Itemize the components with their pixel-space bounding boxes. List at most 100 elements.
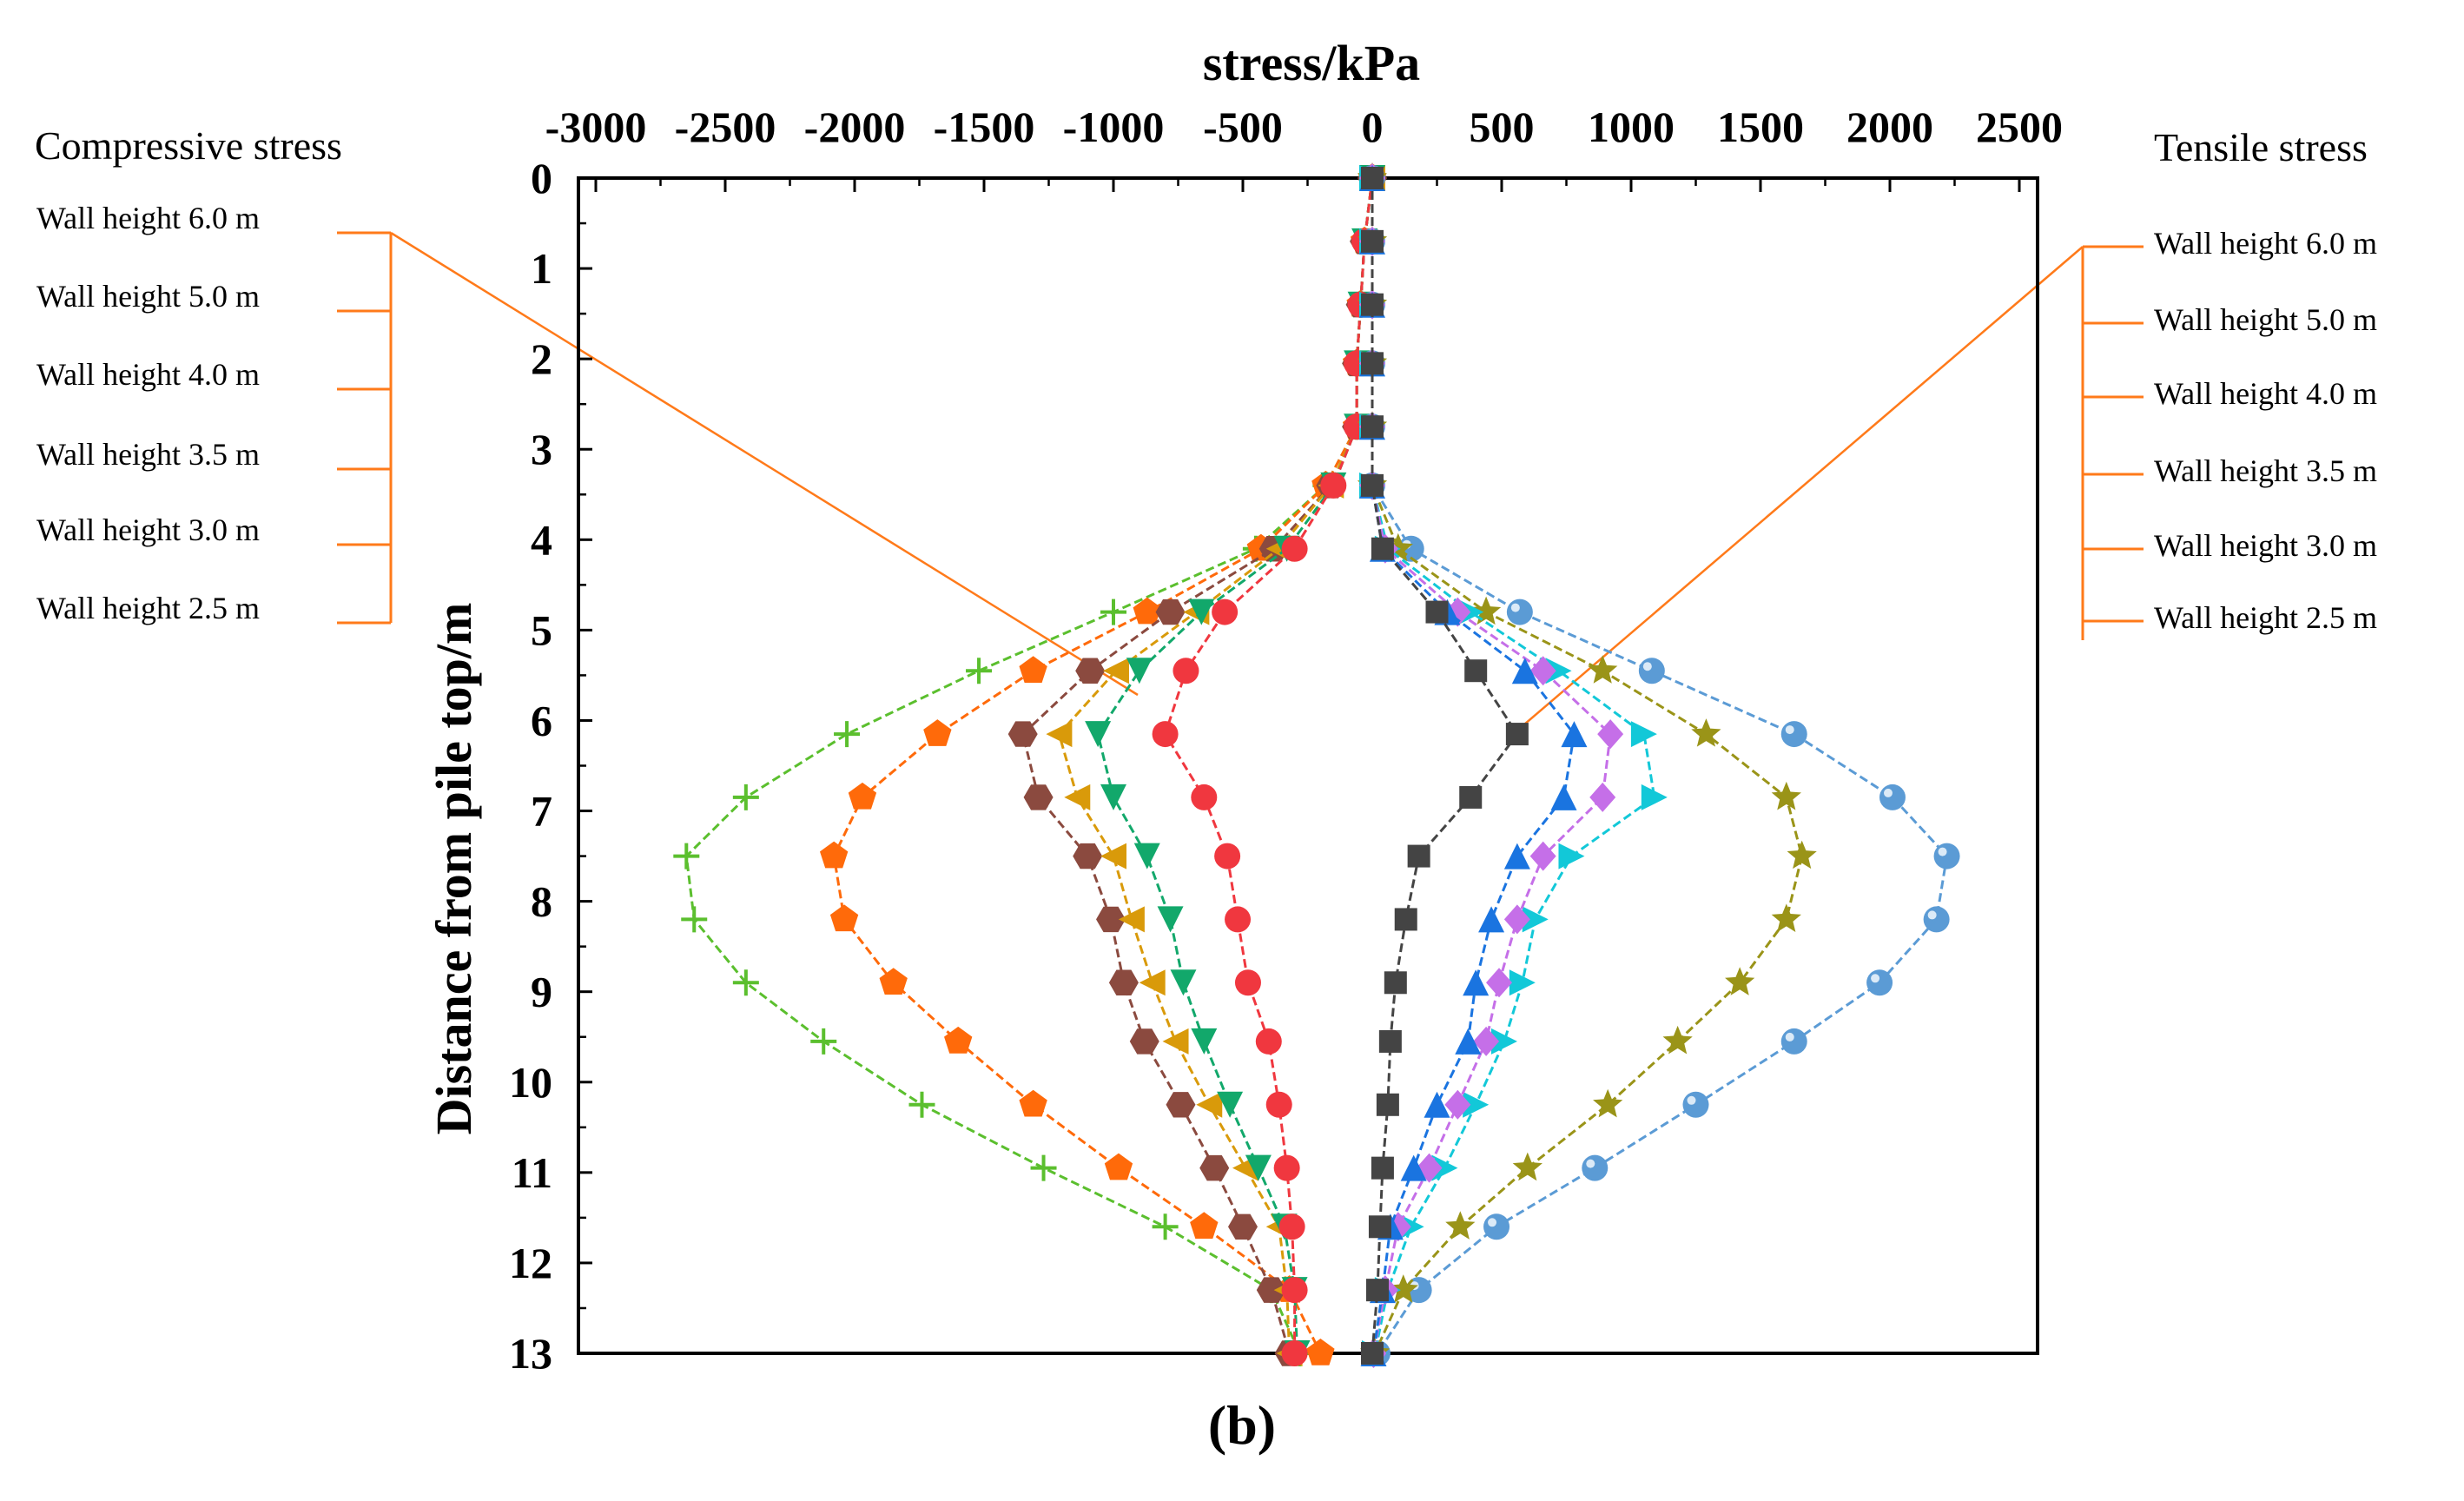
data-point — [1561, 721, 1588, 748]
data-point — [1638, 658, 1665, 684]
data-point — [1023, 784, 1054, 810]
series-line — [1096, 177, 1374, 1354]
data-point — [1155, 598, 1186, 625]
data-point — [879, 968, 908, 995]
x-tick-label: -2000 — [804, 102, 906, 151]
data-point — [1361, 293, 1384, 316]
data-point — [1368, 1215, 1391, 1239]
data-point — [1278, 1213, 1305, 1240]
data-point — [1388, 1274, 1418, 1303]
data-point — [1589, 782, 1616, 812]
data-point — [1100, 598, 1126, 625]
data-point — [1228, 1213, 1258, 1240]
data-point-highlight — [1586, 1159, 1595, 1168]
data-point — [1075, 658, 1106, 684]
x-tick-label: 1500 — [1717, 102, 1804, 151]
data-point — [1118, 906, 1145, 933]
data-point — [1593, 1088, 1623, 1118]
data-point — [1212, 598, 1239, 625]
data-point — [819, 841, 849, 869]
x-tick-label: -3000 — [545, 102, 647, 151]
data-point — [1725, 967, 1755, 995]
data-point — [1196, 1091, 1223, 1118]
series-layer — [673, 162, 1960, 1368]
data-point — [1506, 598, 1533, 625]
data-point — [1139, 969, 1166, 996]
legend-pointer — [1517, 246, 2084, 731]
data-point-highlight — [1883, 788, 1893, 797]
legend-leader-lines — [337, 231, 2144, 731]
data-point — [834, 721, 861, 748]
x-tick-label: 500 — [1470, 102, 1535, 151]
data-point — [1455, 1028, 1482, 1055]
data-point — [1780, 1028, 1807, 1055]
data-point — [1771, 903, 1801, 932]
data-point — [1096, 906, 1126, 933]
data-point — [1630, 721, 1657, 748]
data-point — [1166, 1092, 1196, 1118]
data-point — [1933, 843, 1960, 870]
compressive-series — [819, 163, 1387, 1365]
data-point — [1682, 1091, 1709, 1118]
y-tick-label: 9 — [531, 968, 552, 1016]
data-point — [1217, 1091, 1244, 1118]
data-point — [1073, 843, 1103, 870]
data-point — [1007, 721, 1038, 747]
data-point — [1225, 906, 1252, 933]
data-point — [1046, 721, 1073, 748]
tensile-legend-label: Wall height 5.0 m — [2154, 302, 2377, 337]
data-point — [1431, 1154, 1458, 1181]
data-point — [1503, 904, 1530, 935]
data-point — [810, 1028, 837, 1055]
data-point — [1190, 1212, 1219, 1240]
compressive-legend-title: Compressive stress — [35, 123, 342, 168]
series-line — [1371, 178, 1949, 1354]
data-point — [1064, 784, 1091, 810]
tensile-series — [1359, 165, 1588, 1366]
data-point — [1104, 1153, 1133, 1180]
data-point — [1256, 1277, 1286, 1303]
data-point — [1787, 840, 1817, 870]
data-point — [1459, 785, 1483, 809]
data-point — [1407, 844, 1430, 868]
x-tick-label: -500 — [1203, 102, 1283, 151]
compressive-series — [1152, 165, 1385, 1366]
data-point — [1100, 843, 1126, 870]
compressive-legend-label: Wall height 2.5 m — [36, 591, 260, 625]
data-point — [1463, 969, 1490, 996]
tensile-legend: Wall height 6.0 m Wall height 5.0 m Wall h… — [2154, 226, 2377, 635]
data-point — [908, 1091, 935, 1118]
data-point — [1384, 971, 1407, 995]
data-point — [1126, 658, 1153, 684]
data-point — [681, 906, 708, 933]
tensile-legend-label: Wall height 4.0 m — [2154, 376, 2377, 411]
data-point — [1361, 415, 1384, 439]
data-point — [1780, 721, 1807, 748]
tensile-series — [1361, 167, 1529, 1365]
data-point — [1234, 969, 1261, 996]
x-tick-label: 1000 — [1588, 102, 1675, 151]
data-point — [1473, 1026, 1500, 1056]
data-point — [1923, 906, 1950, 933]
data-point-highlight — [1642, 662, 1652, 671]
data-point — [1444, 1089, 1471, 1120]
y-tick-label: 3 — [531, 425, 552, 473]
data-point — [1376, 1093, 1399, 1116]
data-point — [1361, 352, 1384, 375]
data-point — [1486, 968, 1513, 998]
data-point — [1157, 906, 1184, 933]
data-point — [1191, 1028, 1218, 1055]
tensile-legend-label: Wall height 3.5 m — [2154, 453, 2377, 488]
data-point — [1085, 721, 1112, 748]
data-point — [829, 904, 859, 932]
x-axis-title: stress/kPa — [1203, 35, 1420, 91]
data-point — [732, 784, 759, 810]
compressive-legend-label: Wall height 3.0 m — [36, 512, 260, 547]
data-point — [1558, 843, 1585, 870]
x-tick-label: -1500 — [934, 102, 1035, 151]
tensile-series — [1357, 162, 1817, 1366]
figure-caption: (b) — [1208, 1394, 1276, 1456]
data-point — [1281, 535, 1308, 562]
compressive-legend-label: Wall height 5.0 m — [36, 279, 260, 314]
